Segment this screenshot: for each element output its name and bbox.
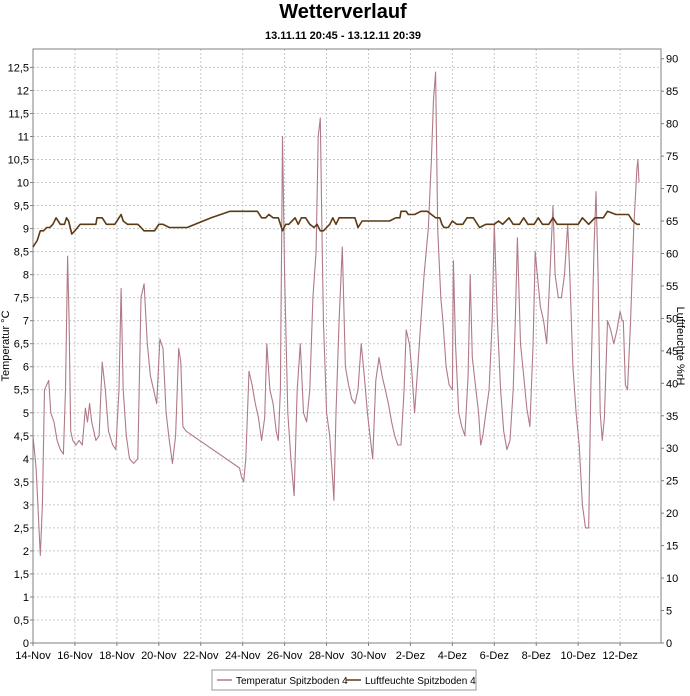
x-tick-label: 20-Nov: [141, 650, 177, 662]
y-right-tick-label: 15: [666, 541, 678, 553]
y-left-tick-label: 8,5: [14, 247, 29, 259]
y-right-tick-label: 85: [666, 86, 678, 98]
y-left-tick-label: 1,5: [14, 569, 29, 581]
y-right-tick-label: 45: [666, 346, 678, 358]
y-left-tick-label: 7,5: [14, 293, 29, 305]
y-right-tick-label: 90: [666, 54, 678, 66]
legend: Temperatur Spitzboden 4 Luftfeuchte Spit…: [211, 669, 477, 691]
y-left-tick-label: 3,5: [14, 477, 29, 489]
y-axis-right-label: Luftfeuchte %rH: [674, 307, 686, 386]
y-left-tick-label: 3: [23, 500, 29, 512]
y-left-tick-label: 12,5: [8, 62, 29, 74]
y-left-tick-label: 0,5: [14, 615, 29, 627]
y-right-tick-label: 35: [666, 411, 678, 423]
x-tick-label: 28-Nov: [309, 650, 345, 662]
y-right-tick-label: 5: [666, 606, 672, 618]
chart-title: Wetterverlauf: [279, 1, 407, 23]
y-axis-right: 0 5 10 15 20 25 30 35 40 45 50 55 60 65 70 75 80 85 90: [661, 54, 678, 650]
x-tick-label: 30-Nov: [351, 650, 387, 662]
y-left-tick-label: 10,5: [8, 155, 29, 167]
x-tick-label: 16-Nov: [57, 650, 93, 662]
y-left-tick-label: 11: [18, 131, 29, 143]
y-right-tick-label: 75: [666, 151, 678, 163]
y-left-tick-label: 6,5: [14, 339, 29, 351]
y-axis-left: 00,511,522,533,544,555,566,577,588,599,5…: [8, 62, 33, 650]
y-axis-left-label: Temperatur °C: [0, 310, 12, 381]
y-right-tick-label: 60: [666, 248, 678, 260]
y-left-tick-label: 10: [17, 178, 29, 190]
y-left-tick-label: 1: [23, 592, 29, 604]
series-line-humidity: [32, 210, 640, 248]
y-left-tick-label: 9: [23, 224, 29, 236]
legend-label-temperature: Temperatur Spitzboden 4: [236, 676, 348, 687]
y-left-tick-label: 7: [23, 316, 29, 328]
y-right-tick-label: 10: [666, 573, 678, 585]
x-tick-label: 18-Nov: [99, 650, 135, 662]
x-tick-label: 2-Dez: [396, 650, 425, 662]
y-right-tick-label: 40: [666, 378, 678, 390]
y-left-tick-label: 2: [23, 546, 29, 558]
x-tick-label: 6-Dez: [480, 650, 509, 662]
y-left-tick-label: 4: [23, 454, 29, 466]
y-left-tick-label: 8: [23, 270, 29, 282]
y-right-tick-label: 20: [666, 508, 678, 520]
y-left-tick-label: 0: [23, 638, 29, 650]
x-tick-label: 22-Nov: [183, 650, 219, 662]
y-right-tick-label: 80: [666, 119, 678, 131]
x-tick-label: 14-Nov: [15, 650, 51, 662]
legend-label-humidity: Luftfeuchte Spitzboden 4: [365, 676, 476, 687]
y-left-tick-label: 6: [23, 362, 29, 374]
plot-area: [32, 48, 662, 644]
y-left-tick-label: 5: [23, 408, 29, 420]
series-line-temperature: [32, 71, 640, 557]
x-tick-label: 4-Dez: [438, 650, 467, 662]
x-tick-label: 8-Dez: [522, 650, 551, 662]
y-left-tick-label: 11,5: [8, 108, 29, 120]
y-left-tick-label: 5,5: [14, 385, 29, 397]
x-tick-label: 26-Nov: [267, 650, 303, 662]
x-tick-label: 10-Dez: [560, 650, 595, 662]
series-lines: [32, 71, 640, 557]
x-tick-label: 12-Dez: [602, 650, 637, 662]
y-left-tick-label: 9,5: [14, 201, 29, 213]
y-right-tick-label: 0: [666, 638, 672, 650]
legend-box: [211, 669, 477, 691]
y-right-tick-label: 65: [666, 216, 678, 228]
chart-subtitle: 13.11.11 20:45 - 13.12.11 20:39: [265, 30, 421, 42]
y-right-tick-label: 30: [666, 443, 678, 455]
y-right-tick-label: 70: [666, 184, 678, 196]
grid-lines: [32, 49, 661, 644]
y-right-tick-label: 25: [666, 476, 678, 488]
y-right-tick-label: 55: [666, 281, 678, 293]
x-tick-label: 24-Nov: [225, 650, 261, 662]
y-left-tick-label: 4,5: [14, 431, 29, 443]
x-axis: 14-Nov 16-Nov 18-Nov 20-Nov 22-Nov 24-Nov 26-N…: [15, 643, 638, 662]
y-right-tick-label: 50: [666, 313, 678, 325]
y-left-tick-label: 2,5: [14, 523, 29, 535]
y-left-tick-label: 12: [17, 85, 29, 97]
